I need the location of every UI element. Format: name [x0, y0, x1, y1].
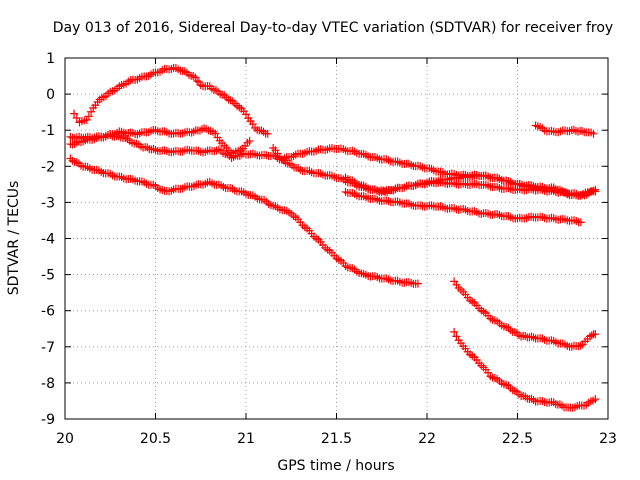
data-point: [191, 73, 200, 82]
y-tick-label: 1: [46, 51, 55, 67]
x-tick-label: 21: [237, 431, 255, 447]
x-tick-label: 20: [56, 431, 74, 447]
grid: [65, 58, 608, 419]
data-point: [149, 144, 158, 153]
y-axis-label: SDTVAR / TECUs: [6, 181, 22, 296]
data-point: [591, 185, 600, 194]
data-point: [529, 333, 538, 342]
y-tick-label: -5: [41, 268, 55, 284]
data-point: [574, 342, 583, 351]
x-tick-label: 22.5: [502, 431, 533, 447]
data-point: [578, 126, 587, 135]
data-point: [591, 330, 600, 339]
y-tick-label: -9: [41, 412, 55, 428]
data-point: [245, 137, 254, 146]
series-arc-10: [531, 121, 598, 138]
data-point: [527, 332, 536, 341]
data-point: [212, 86, 221, 95]
data-point: [189, 127, 198, 136]
data-point: [569, 125, 578, 134]
data-point: [189, 72, 198, 81]
y-tick-label: -6: [41, 304, 55, 320]
y-tick-label: 0: [46, 87, 55, 103]
data-point: [517, 332, 526, 341]
y-tick-label: -8: [41, 376, 55, 392]
data-point: [193, 76, 202, 85]
data-point: [557, 401, 566, 410]
x-tick-label: 22: [418, 431, 436, 447]
x-tick-label: 21.5: [321, 431, 352, 447]
y-tick-label: -1: [41, 123, 55, 139]
data-point: [589, 129, 598, 138]
series-arc-6: [341, 171, 600, 200]
data-point: [587, 331, 596, 340]
data-point: [450, 327, 459, 336]
data-point: [591, 395, 600, 404]
series-arc-7: [341, 187, 585, 227]
chart-title: Day 013 of 2016, Sidereal Day-to-day VTE…: [53, 20, 613, 36]
y-tick-label: -4: [41, 232, 55, 248]
series-arc-4: [66, 154, 422, 288]
data-point: [529, 396, 538, 405]
data-point: [87, 107, 96, 116]
data-point: [211, 129, 220, 138]
data-point: [576, 341, 585, 350]
data-point: [263, 129, 272, 138]
x-tick-label: 23: [599, 431, 617, 447]
series-arc-3: [66, 131, 600, 200]
data-point: [72, 113, 81, 122]
data-point: [413, 279, 422, 288]
axis-ticks: 1 0 -1 -2 -3 -4 -5 -6 -7 -8 -920 20.5 21 21.5 22 22.5 23: [41, 51, 617, 447]
data-point: [574, 127, 583, 136]
data-point: [72, 158, 81, 167]
data-point: [259, 127, 268, 136]
data-point: [143, 143, 152, 152]
data-point: [70, 109, 79, 118]
series-arc-9: [450, 327, 600, 412]
y-tick-label: -2: [41, 159, 55, 175]
series-arc-8: [450, 277, 600, 351]
y-tick-label: -7: [41, 340, 55, 356]
data-points: [66, 63, 600, 412]
x-axis-label: GPS time / hours: [277, 458, 394, 474]
data-point: [180, 67, 189, 76]
data-point: [576, 218, 585, 227]
y-tick-label: -3: [41, 195, 55, 211]
series-arc-1: [70, 63, 272, 138]
data-point: [84, 112, 93, 121]
x-tick-label: 20.5: [140, 431, 171, 447]
